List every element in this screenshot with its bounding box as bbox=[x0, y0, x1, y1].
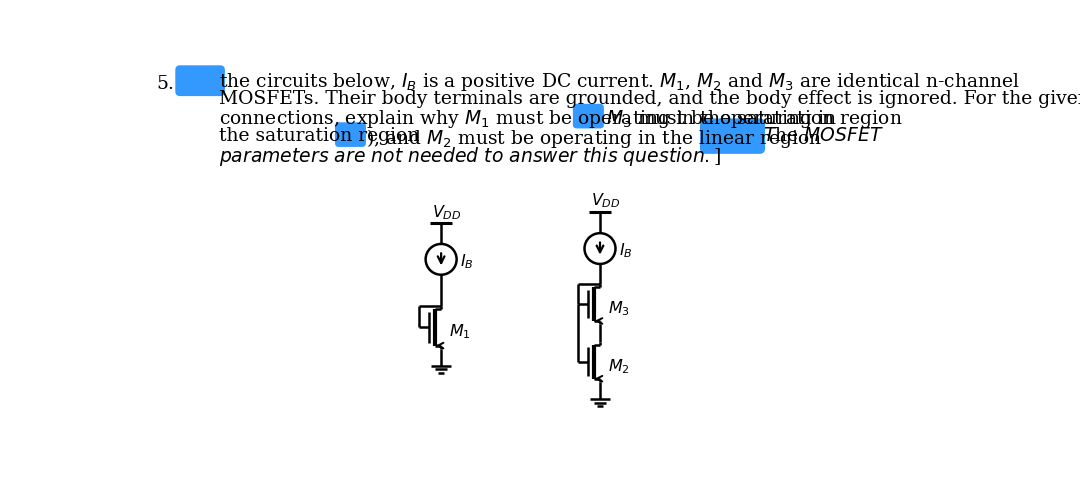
Text: $M_1$: $M_1$ bbox=[449, 323, 471, 341]
Text: $V_{DD}$: $V_{DD}$ bbox=[432, 203, 461, 222]
Text: $M_3$ must be operating in: $M_3$ must be operating in bbox=[606, 108, 837, 131]
Text: the circuits below, $I_B$ is a positive DC current. $M_1$, $M_2$ and $M_3$ are i: the circuits below, $I_B$ is a positive … bbox=[218, 72, 1020, 94]
Text: $M_2$: $M_2$ bbox=[608, 357, 630, 376]
Text: $M_3$: $M_3$ bbox=[608, 299, 630, 318]
Text: MOSFETs. Their body terminals are grounded, and the body effect is ignored. For : MOSFETs. Their body terminals are ground… bbox=[218, 90, 1080, 108]
Text: $\it{parameters\ are\ not\ needed\ to\ answer\ this\ question.}$]: $\it{parameters\ are\ not\ needed\ to\ a… bbox=[218, 145, 721, 168]
FancyBboxPatch shape bbox=[572, 104, 604, 129]
Text: ), and $M_2$ must be operating in the linear region: ), and $M_2$ must be operating in the li… bbox=[366, 127, 822, 150]
Text: 5.: 5. bbox=[157, 74, 175, 93]
Text: $\it{T}$he $\it{MOSFET}$: $\it{T}$he $\it{MOSFET}$ bbox=[762, 127, 883, 145]
FancyBboxPatch shape bbox=[175, 65, 225, 96]
Text: $I_B$: $I_B$ bbox=[460, 252, 474, 271]
Text: $V_{DD}$: $V_{DD}$ bbox=[591, 192, 620, 210]
Text: connections, explain why $M_1$ must be operating in the saturation region: connections, explain why $M_1$ must be o… bbox=[218, 108, 903, 131]
Text: $I_B$: $I_B$ bbox=[619, 241, 633, 260]
Text: the saturation region: the saturation region bbox=[218, 127, 419, 145]
FancyBboxPatch shape bbox=[335, 122, 366, 147]
FancyBboxPatch shape bbox=[700, 119, 765, 154]
